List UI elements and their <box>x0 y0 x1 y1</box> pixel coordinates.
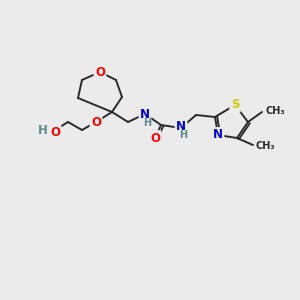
Text: S: S <box>231 98 239 112</box>
Text: H: H <box>38 124 48 136</box>
Text: O: O <box>91 116 101 128</box>
Text: O: O <box>95 65 105 79</box>
Text: CH₃: CH₃ <box>265 106 285 116</box>
Text: H: H <box>179 130 187 140</box>
Text: O: O <box>150 131 160 145</box>
Text: CH₃: CH₃ <box>256 141 276 151</box>
Text: N: N <box>140 107 150 121</box>
Text: N: N <box>176 119 186 133</box>
Text: H: H <box>143 118 151 128</box>
Text: N: N <box>213 128 223 142</box>
Text: O: O <box>50 125 60 139</box>
